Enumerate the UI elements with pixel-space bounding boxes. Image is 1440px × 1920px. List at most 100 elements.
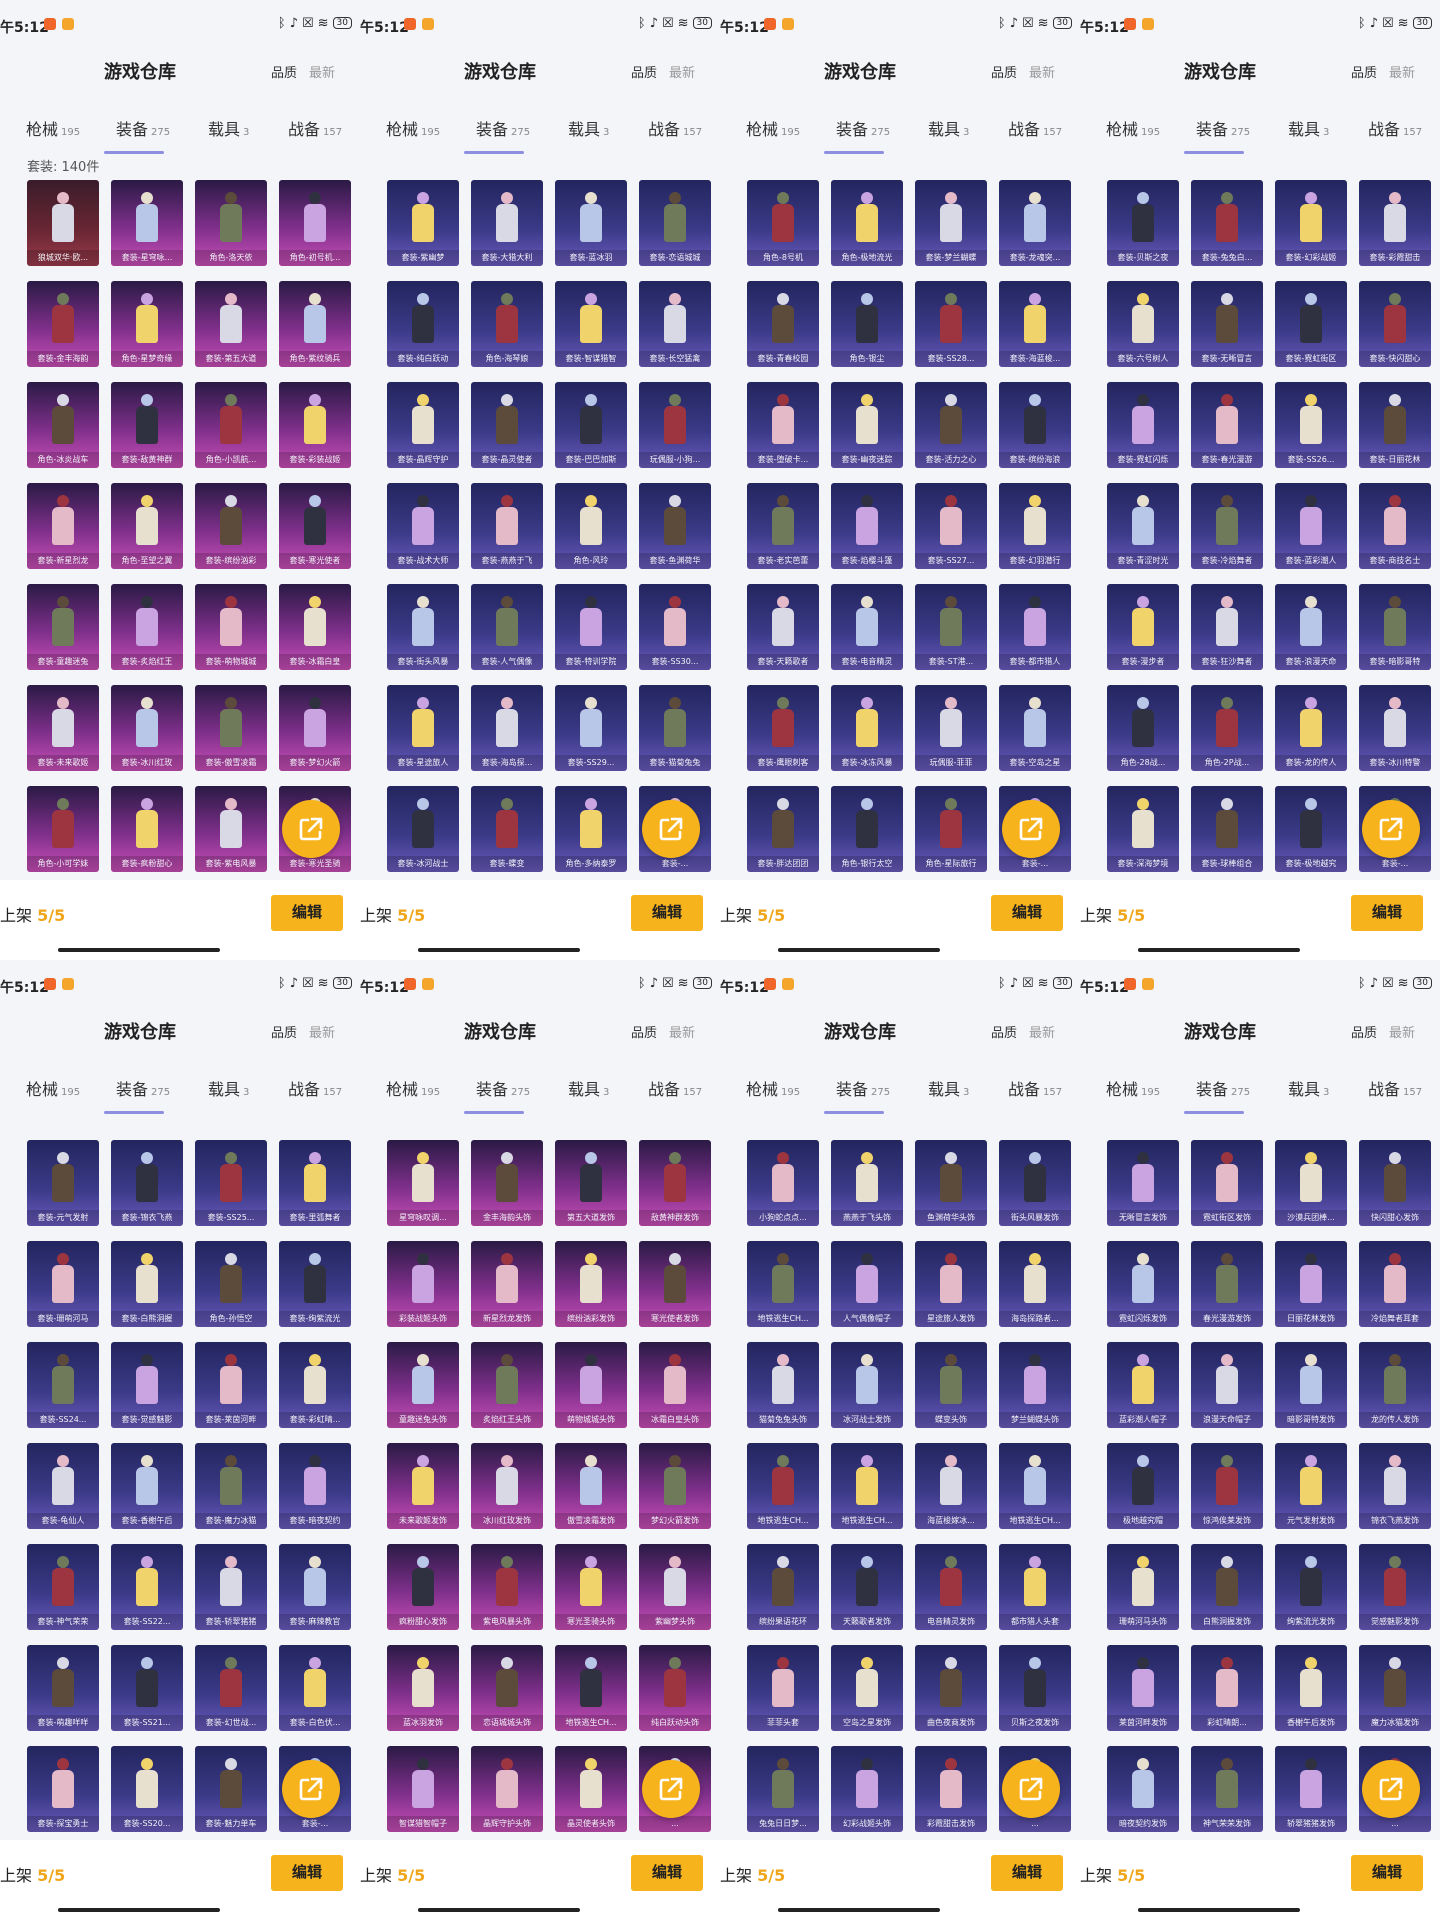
item-card[interactable]: 套装-街头风暴 xyxy=(387,584,459,670)
item-card[interactable]: 蓝彩潮人帽子 xyxy=(1107,1342,1179,1428)
item-card[interactable]: 套装-SS20... xyxy=(111,1746,183,1832)
item-card[interactable]: 冰川红玫发饰 xyxy=(471,1443,543,1529)
item-card[interactable]: 套装-龙魂突... xyxy=(999,180,1071,266)
item-card[interactable]: 套装-长空猛禽 xyxy=(639,281,711,367)
item-card[interactable]: 暗影哥特发饰 xyxy=(1275,1342,1347,1428)
tab-equipment[interactable]: 装备 275 xyxy=(116,1076,170,1100)
sort-quality-button[interactable]: 品质 xyxy=(631,1026,658,1041)
item-card[interactable]: 套装-幻羽潜行 xyxy=(999,483,1071,569)
item-card[interactable]: 绚紫流光发饰 xyxy=(1275,1544,1347,1630)
item-card[interactable]: 套装-敌黄神群 xyxy=(111,382,183,468)
item-card[interactable]: 套装-人气偶像 xyxy=(471,584,543,670)
item-card[interactable]: 套装-未来歌姬 xyxy=(27,685,99,771)
edit-button[interactable]: 编辑 xyxy=(1351,895,1423,931)
tab-combat[interactable]: 战备 157 xyxy=(1008,1076,1062,1100)
item-card[interactable]: 角色-银尘 xyxy=(831,281,903,367)
item-card[interactable]: 套装-龙的传人 xyxy=(1275,685,1347,771)
tab-combat[interactable]: 战备 157 xyxy=(648,1076,702,1100)
item-card[interactable]: 角色-多纳泰罗 xyxy=(555,786,627,872)
item-card[interactable]: 炙焰红王头饰 xyxy=(471,1342,543,1428)
item-card[interactable]: 紫电风暴头饰 xyxy=(471,1544,543,1630)
item-card[interactable]: 套装-麻辣教官 xyxy=(279,1544,351,1630)
item-card[interactable]: 套装-胖达团团 xyxy=(747,786,819,872)
sort-newest-button[interactable]: 最新 xyxy=(1029,66,1056,81)
item-card[interactable]: 套装-星穹咏... xyxy=(111,180,183,266)
tab-combat[interactable]: 战备 157 xyxy=(1008,116,1062,140)
item-card[interactable]: 猫菊兔兔头饰 xyxy=(747,1342,819,1428)
item-card[interactable]: 角色-8号机 xyxy=(747,180,819,266)
item-card[interactable]: 套装-猫菊兔兔 xyxy=(639,685,711,771)
item-card[interactable]: 角色-初号机... xyxy=(279,180,351,266)
tab-guns[interactable]: 枪械 195 xyxy=(26,116,80,140)
item-card[interactable]: 角色-星梦奇缘 xyxy=(111,281,183,367)
item-card[interactable]: 套装-白熊洞握 xyxy=(111,1241,183,1327)
item-card[interactable]: 套装-冰霜白皇 xyxy=(279,584,351,670)
item-card[interactable]: 角色-冰炎战车 xyxy=(27,382,99,468)
item-card[interactable]: 套装-缤纷汹彩 xyxy=(195,483,267,569)
item-card[interactable]: 萌物城城头饰 xyxy=(555,1342,627,1428)
tab-guns[interactable]: 枪械 195 xyxy=(746,1076,800,1100)
item-card[interactable]: 套装-寒光使者 xyxy=(279,483,351,569)
item-card[interactable]: 角色-孙悟空 xyxy=(195,1241,267,1327)
item-card[interactable]: 套装-空岛之星 xyxy=(999,685,1071,771)
item-card[interactable]: 日丽花林发饰 xyxy=(1275,1241,1347,1327)
share-button[interactable] xyxy=(642,1760,700,1818)
tab-guns[interactable]: 枪械 195 xyxy=(386,1076,440,1100)
item-card[interactable]: 套装-魅力单车 xyxy=(195,1746,267,1832)
item-card[interactable]: 角色-小凯航... xyxy=(195,382,267,468)
item-card[interactable]: 魔力冰猫发饰 xyxy=(1359,1645,1431,1731)
item-card[interactable]: 敌黄神群发饰 xyxy=(639,1140,711,1226)
tab-vehicles[interactable]: 载具 3 xyxy=(928,1076,969,1100)
item-card[interactable]: 缤纷汹彩发饰 xyxy=(555,1241,627,1327)
sort-newest-button[interactable]: 最新 xyxy=(1389,1026,1416,1041)
sort-newest-button[interactable]: 最新 xyxy=(1029,1026,1056,1041)
item-card[interactable]: 角色-海琴娘 xyxy=(471,281,543,367)
tab-guns[interactable]: 枪械 195 xyxy=(1106,1076,1160,1100)
item-card[interactable]: 套装-龟仙人 xyxy=(27,1443,99,1529)
item-card[interactable]: 套装-紫幽梦 xyxy=(387,180,459,266)
item-card[interactable]: 街头风暴发饰 xyxy=(999,1140,1071,1226)
item-card[interactable]: 地铁逃生CH... xyxy=(999,1443,1071,1529)
item-card[interactable]: 套装-SS25... xyxy=(195,1140,267,1226)
item-card[interactable]: 幻彩战姬头饰 xyxy=(831,1746,903,1832)
item-card[interactable]: 套装-霓虹闪烁 xyxy=(1107,382,1179,468)
item-card[interactable]: 紫幽梦头饰 xyxy=(639,1544,711,1630)
item-card[interactable]: 角色-星际旅行 xyxy=(915,786,987,872)
item-card[interactable]: 金丰海韵头饰 xyxy=(471,1140,543,1226)
tab-vehicles[interactable]: 载具 3 xyxy=(568,116,609,140)
item-card[interactable]: 套装-SS29... xyxy=(555,685,627,771)
item-card[interactable]: 套装-SS27... xyxy=(915,483,987,569)
item-card[interactable]: 套装-智谋猎智 xyxy=(555,281,627,367)
item-card[interactable]: 套装-蝶变 xyxy=(471,786,543,872)
sort-quality-button[interactable]: 品质 xyxy=(271,1026,298,1041)
item-card[interactable]: 套装-特训学院 xyxy=(555,584,627,670)
item-card[interactable]: 套装-商技名士 xyxy=(1359,483,1431,569)
item-card[interactable]: 童趣迷兔头饰 xyxy=(387,1342,459,1428)
item-card[interactable]: 套装-焰樱斗篷 xyxy=(831,483,903,569)
item-card[interactable]: 角色-风玲 xyxy=(555,483,627,569)
item-card[interactable]: 套装-星途旅人 xyxy=(387,685,459,771)
item-card[interactable]: 套装-老实芭蕾 xyxy=(747,483,819,569)
item-card[interactable]: 小狗蛇点点... xyxy=(747,1140,819,1226)
item-card[interactable]: 套装-巴巴加斯 xyxy=(555,382,627,468)
tab-combat[interactable]: 战备 157 xyxy=(648,116,702,140)
item-card[interactable]: 觉感魅影发饰 xyxy=(1359,1544,1431,1630)
item-card[interactable]: 套装-缤纷海浪 xyxy=(999,382,1071,468)
item-card[interactable]: 套装-紫电风暴 xyxy=(195,786,267,872)
item-card[interactable]: 晶灵使者头饰 xyxy=(555,1746,627,1832)
item-card[interactable]: 浪漫天命帽子 xyxy=(1191,1342,1263,1428)
share-button[interactable] xyxy=(1002,800,1060,858)
item-card[interactable]: 角色-银行太空 xyxy=(831,786,903,872)
item-card[interactable]: 春光漫游发饰 xyxy=(1191,1241,1263,1327)
item-card[interactable]: 套装-新星烈龙 xyxy=(27,483,99,569)
item-card[interactable]: 套装-幻彩战姬 xyxy=(1275,180,1347,266)
item-card[interactable]: 天籁歌者发饰 xyxy=(831,1544,903,1630)
item-card[interactable]: 智谋猎智帽子 xyxy=(387,1746,459,1832)
item-card[interactable]: 套装-觉感魅影 xyxy=(111,1342,183,1428)
item-card[interactable]: 套装-元气发射 xyxy=(27,1140,99,1226)
share-button[interactable] xyxy=(1002,1760,1060,1818)
tab-guns[interactable]: 枪械 195 xyxy=(1106,116,1160,140)
tab-vehicles[interactable]: 载具 3 xyxy=(208,1076,249,1100)
item-card[interactable]: 套装-无晰冒言 xyxy=(1191,281,1263,367)
item-card[interactable]: 惊鸿俟莱发饰 xyxy=(1191,1443,1263,1529)
